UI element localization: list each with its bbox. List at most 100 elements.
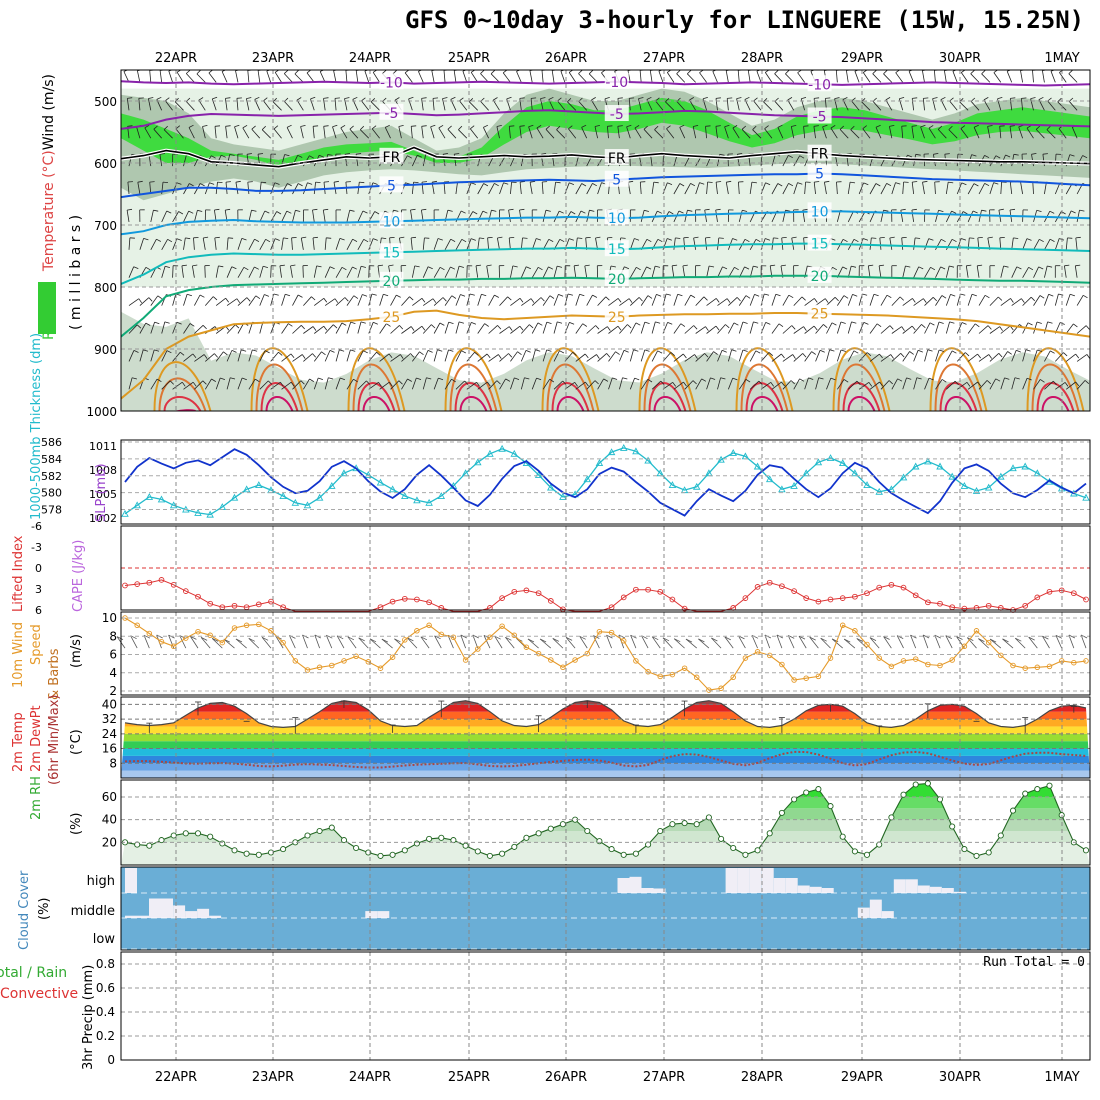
wind-barb-flag [862, 125, 867, 130]
wind-barb [695, 378, 702, 390]
wind-barb [357, 210, 364, 223]
wind-barb-flag [127, 97, 133, 99]
wind-barb [956, 381, 968, 390]
wind10m-point [961, 643, 968, 650]
wind-barb-flag [791, 125, 797, 127]
wind-barb [1009, 126, 1013, 139]
wind-barb-flag [977, 264, 983, 267]
wind-barb-flag [461, 350, 466, 354]
rh2m-point [559, 821, 566, 828]
wind-barb-flag [604, 97, 610, 100]
wind-barb-flag [799, 155, 805, 159]
wind-barb-flag [657, 238, 663, 243]
date-label-top: 29APR [841, 51, 883, 66]
wind-barb-flag [156, 96, 162, 100]
wind-barb [771, 381, 782, 390]
temp-contour-diurnal [362, 396, 391, 411]
wind10m-point [645, 669, 651, 675]
wind-barb-flag [802, 353, 807, 358]
wind-barb-flag [699, 182, 705, 185]
rh2m-point [949, 823, 956, 830]
wind-barb-flag [596, 354, 600, 359]
temp-contour-diurnal [163, 395, 202, 411]
wind-barb [477, 237, 480, 250]
temp-contour-diurnal [454, 382, 493, 411]
wind-barb [194, 354, 205, 362]
thickness-point [595, 459, 604, 467]
wind-barb [266, 70, 272, 83]
wind-barb [520, 350, 527, 362]
date-label-bottom: 30APR [939, 1070, 981, 1085]
wind-barb [837, 379, 845, 390]
rh2m-point [961, 846, 968, 853]
wind-barb [259, 294, 265, 306]
wind-barb-flag [872, 70, 877, 74]
wind-barb [430, 126, 435, 139]
wind-barb [822, 126, 827, 139]
wind-barb [286, 127, 293, 139]
wind-barb-flag [378, 382, 382, 387]
wind-barb-flag [333, 324, 338, 329]
thickness-point [911, 462, 920, 470]
wind-barb [847, 321, 852, 334]
wind-barb-flag [188, 124, 194, 128]
wind-barb [433, 349, 438, 362]
wind-barb [314, 297, 325, 306]
cloud-cell-high [797, 885, 810, 893]
wind-barb [226, 298, 238, 306]
wind-barb [1022, 267, 1029, 278]
wind-barb [508, 209, 511, 222]
wind-barb [1065, 183, 1073, 195]
wind-barb-flag [941, 295, 947, 299]
wind-barb [846, 70, 849, 83]
wind-barb [738, 210, 743, 222]
wind-barb-flag [960, 293, 966, 296]
wind-barb-flag [768, 352, 774, 357]
wind10m-barb [651, 636, 661, 649]
wind10m-barb-flag [1028, 636, 1035, 641]
wind-barb-flag [752, 125, 757, 130]
li-point [852, 593, 858, 600]
wind10m-barb [223, 638, 235, 649]
wind-barb-flag [972, 210, 978, 214]
wind-barb [458, 129, 468, 139]
wind-barb [444, 321, 450, 334]
wind-barb-flag [672, 264, 678, 267]
wind-barb-flag [328, 377, 334, 380]
wind-barb-flag [231, 350, 237, 353]
wind10m-barb-flag [116, 636, 124, 640]
wind-barb-flag [1025, 349, 1031, 352]
wind-barb-flag [802, 208, 808, 211]
wind-barb [922, 70, 925, 83]
wind10m-point [912, 656, 919, 662]
wind-barb [175, 128, 184, 139]
contour-label-bg [604, 72, 629, 89]
cloud-cell-middle [869, 899, 882, 918]
wind-barb-flag [1038, 266, 1044, 270]
rh2m-point [413, 840, 420, 847]
wind-barb-flag [530, 180, 536, 183]
wind-barb [379, 353, 390, 362]
wind10m-point [377, 665, 384, 671]
wind10m-barb [289, 635, 296, 649]
li-point [1034, 594, 1041, 601]
wind-barb-flag [541, 153, 547, 155]
thickness-point [619, 443, 628, 451]
wind-barb [924, 377, 930, 390]
contour-label: 5 [612, 173, 621, 189]
wind10m-barb [662, 637, 673, 649]
wind-barb [1011, 266, 1018, 278]
wind-barb-flag [283, 237, 289, 239]
wind-barb [401, 378, 408, 390]
wind-barb-flag [966, 382, 971, 387]
wind-barb-flag [144, 124, 150, 129]
wind-barb [306, 72, 315, 83]
wind-barb-flag [843, 295, 849, 299]
wind-barb-flag [241, 238, 247, 241]
wind-barb [725, 182, 729, 195]
wind-barb [312, 209, 315, 222]
rh2m-point [328, 824, 335, 831]
thickness-point [887, 485, 896, 493]
wind-barb-flag [876, 323, 882, 328]
wind-barb [937, 129, 947, 139]
